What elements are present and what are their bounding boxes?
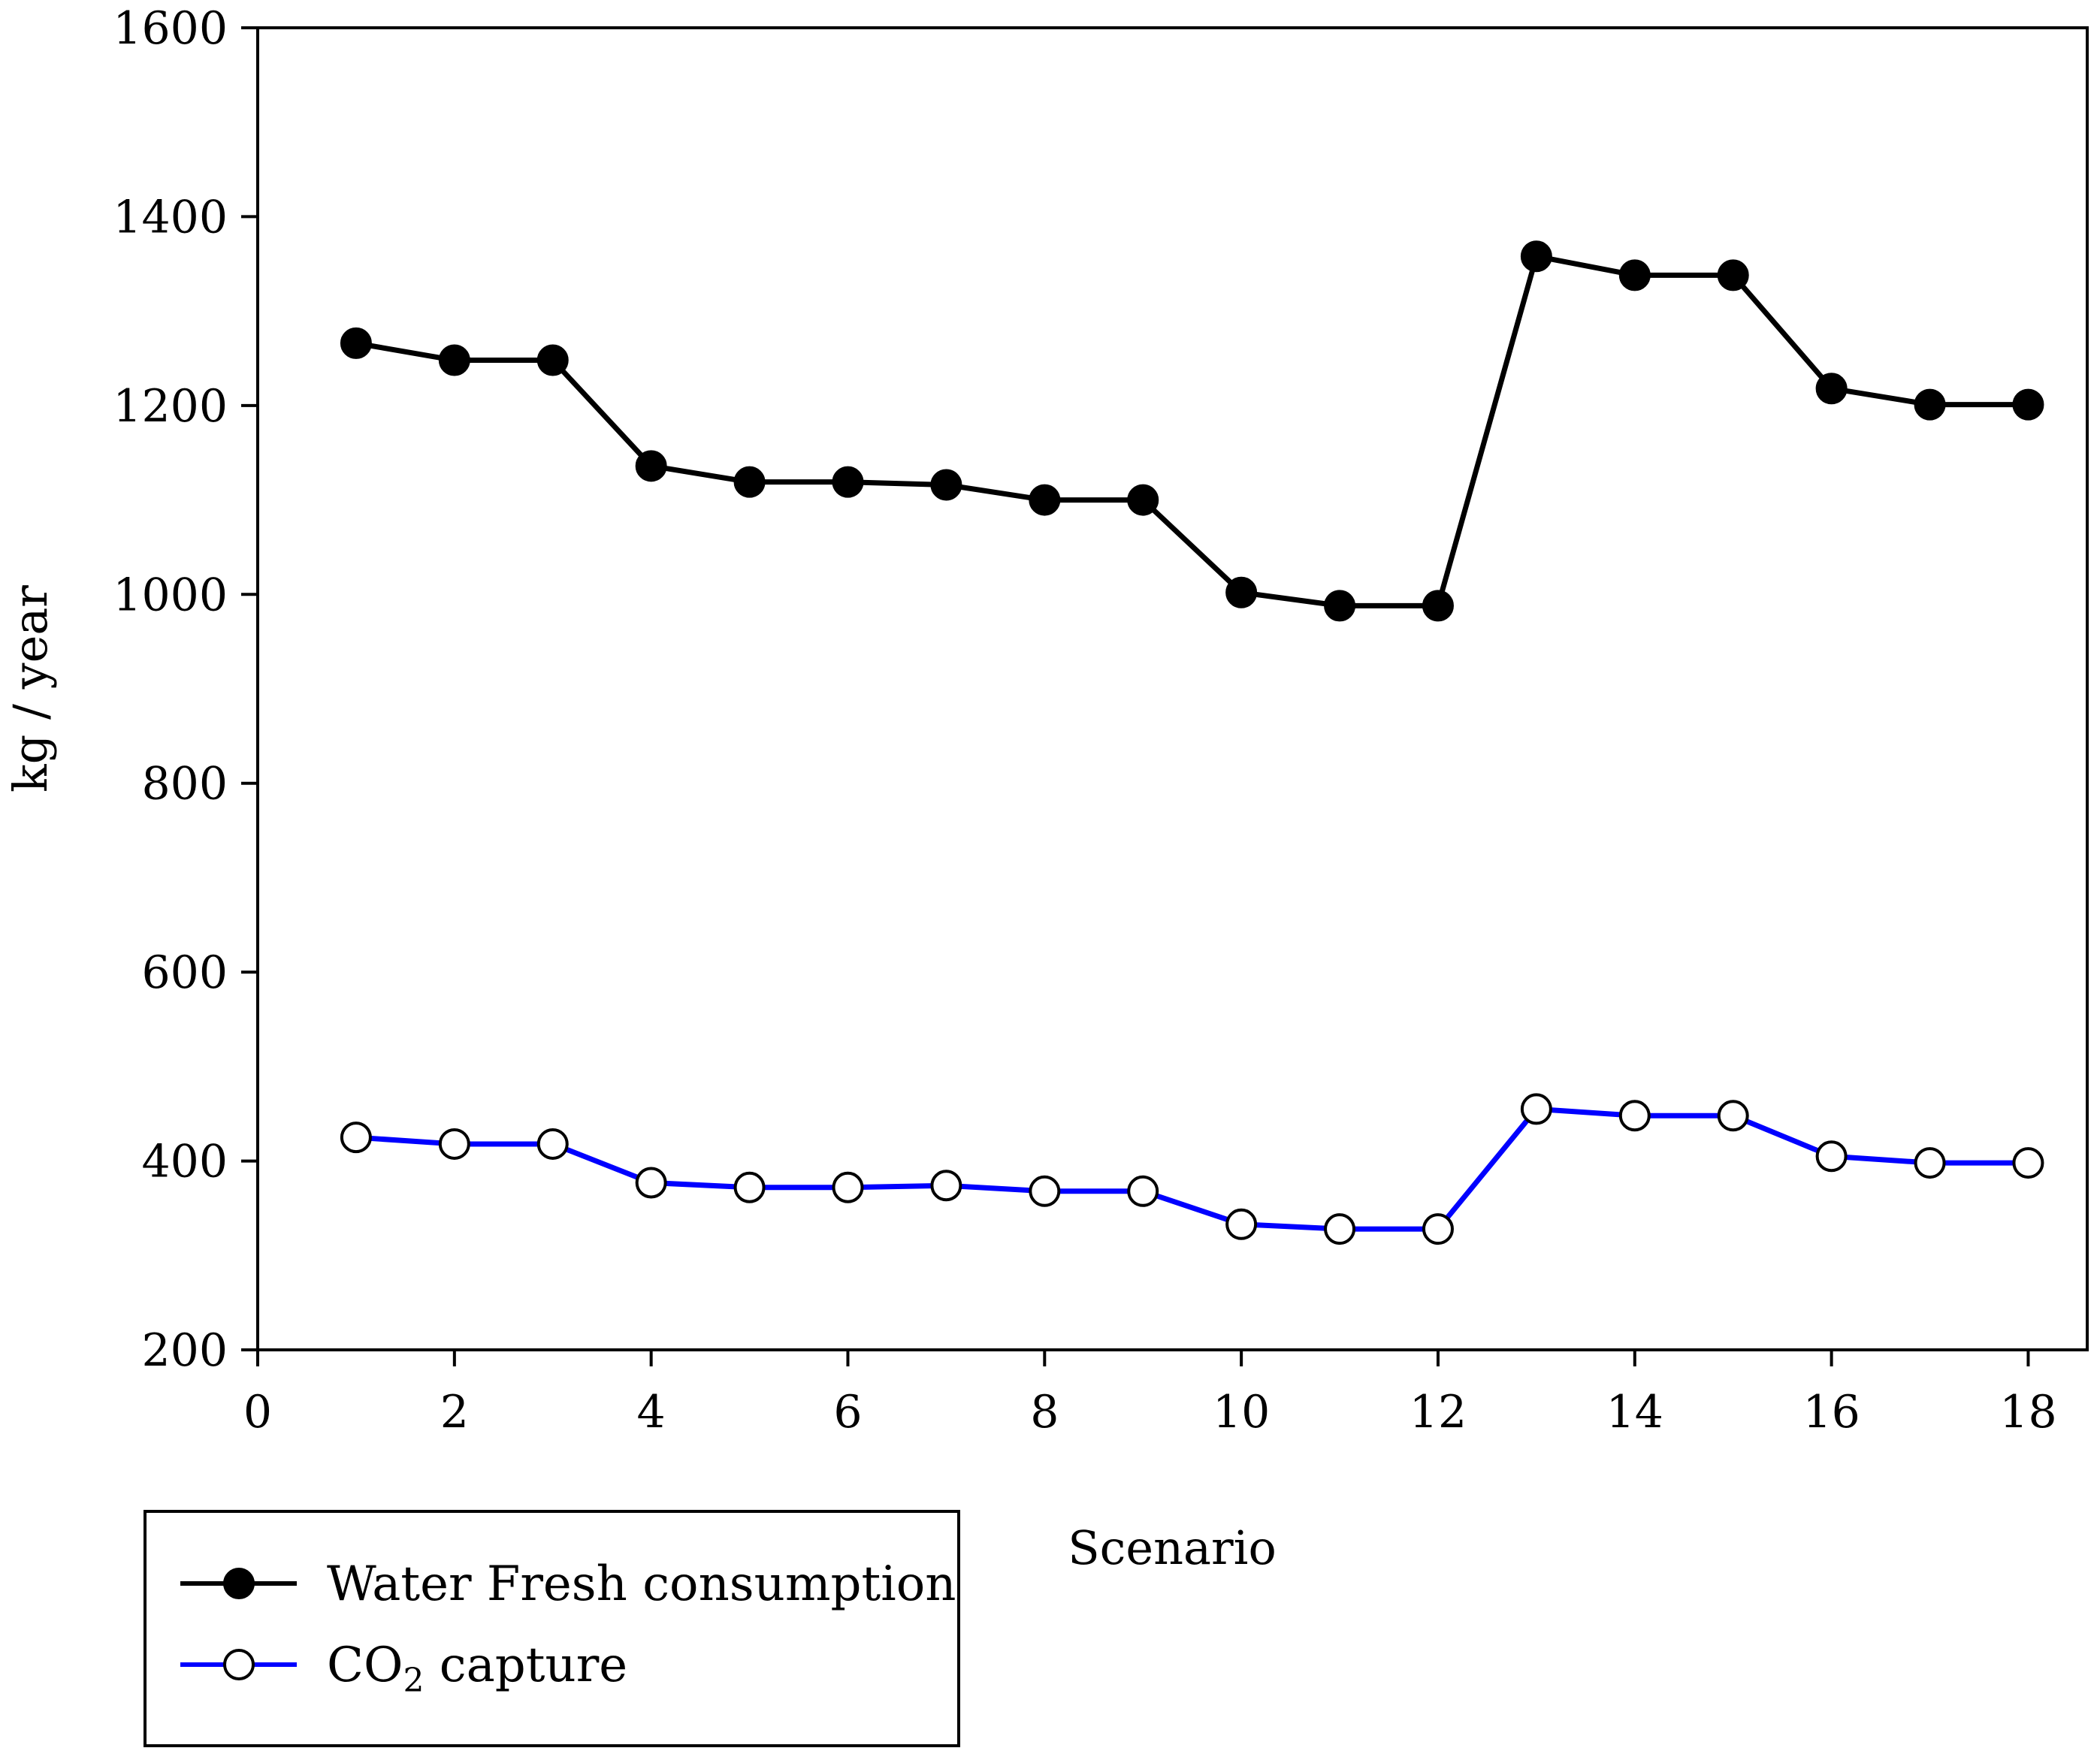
y-tick-label: 800 [141, 758, 228, 811]
data-point-water [1422, 590, 1454, 622]
data-point-water [1815, 373, 1848, 405]
legend-label-co2: CO2 capture [327, 1638, 627, 1700]
data-point-co2 [1815, 1140, 1848, 1173]
y-tick-label: 1200 [113, 380, 228, 433]
x-tick-label: 6 [833, 1386, 862, 1439]
y-axis-title: kg / year [3, 585, 58, 792]
data-point-co2 [1618, 1100, 1651, 1132]
data-point-co2 [1225, 1208, 1258, 1240]
series-line-co2 [355, 1106, 2029, 1232]
legend-label-co2-main: CO [327, 1638, 403, 1693]
y-tick-label: 1400 [113, 191, 228, 243]
x-tick-label: 2 [440, 1386, 469, 1439]
data-point-water [1127, 484, 1159, 516]
data-point-co2 [1324, 1213, 1356, 1245]
data-point-water [1324, 590, 1356, 622]
data-point-water [536, 344, 569, 376]
data-point-co2 [1914, 1147, 1946, 1179]
data-point-water [930, 469, 962, 501]
data-point-co2 [930, 1170, 962, 1202]
x-tick-label: 10 [1213, 1386, 1270, 1439]
data-point-co2 [1520, 1093, 1552, 1125]
legend: Water Fresh consumption CO2 capture [144, 1510, 960, 1747]
legend-label-water: Water Fresh consumption [327, 1556, 956, 1612]
legend-label-co2-rest: capture [424, 1638, 627, 1693]
data-point-water [1029, 484, 1061, 516]
data-point-water [832, 466, 864, 498]
y-tick-label: 600 [141, 946, 228, 999]
data-point-water [1618, 259, 1651, 291]
legend-label-co2-sub: 2 [403, 1662, 424, 1700]
series-line-water [355, 253, 2029, 608]
legend-marker-water [223, 1568, 255, 1599]
legend-box [144, 1510, 960, 1747]
x-tick-label: 4 [637, 1386, 666, 1439]
data-point-co2 [340, 1122, 372, 1154]
data-point-co2 [1127, 1175, 1159, 1207]
data-point-co2 [832, 1171, 864, 1203]
data-point-co2 [2012, 1147, 2044, 1179]
x-tick-label: 8 [1030, 1386, 1059, 1439]
y-tick-label: 400 [141, 1136, 228, 1188]
x-tick-label: 16 [1802, 1386, 1860, 1439]
legend-marker-co2 [223, 1649, 255, 1680]
data-point-co2 [438, 1128, 470, 1160]
data-point-co2 [733, 1171, 766, 1203]
data-point-co2 [536, 1128, 569, 1160]
plot-frame [256, 26, 2089, 1351]
y-tick-label: 1000 [113, 569, 228, 621]
data-point-water [340, 327, 372, 359]
x-tick-label: 14 [1606, 1386, 1663, 1439]
data-point-co2 [1717, 1100, 1749, 1132]
data-point-water [1717, 259, 1749, 291]
x-tick-label: 12 [1410, 1386, 1467, 1439]
data-point-co2 [1422, 1213, 1454, 1245]
data-point-water [438, 344, 470, 376]
data-point-co2 [1029, 1175, 1061, 1207]
data-point-water [2012, 388, 2044, 421]
data-point-water [1914, 388, 1946, 421]
axis-ticks: 0 2 4 6 8 10 12 14 16 18 200 400 600 800 1000 1200 1400 1… [113, 2, 2056, 1439]
data-point-co2 [635, 1167, 667, 1199]
x-tick-label: 0 [243, 1386, 272, 1439]
series-layer [340, 240, 2044, 1245]
data-point-water [635, 450, 667, 482]
x-tick-label: 18 [1999, 1386, 2056, 1439]
data-point-water [733, 466, 766, 498]
y-tick-label: 1600 [113, 2, 228, 55]
x-axis-title: Scenario [1068, 1520, 1277, 1575]
y-tick-label: 200 [141, 1324, 228, 1377]
data-point-water [1225, 576, 1258, 608]
data-point-water [1520, 240, 1552, 273]
